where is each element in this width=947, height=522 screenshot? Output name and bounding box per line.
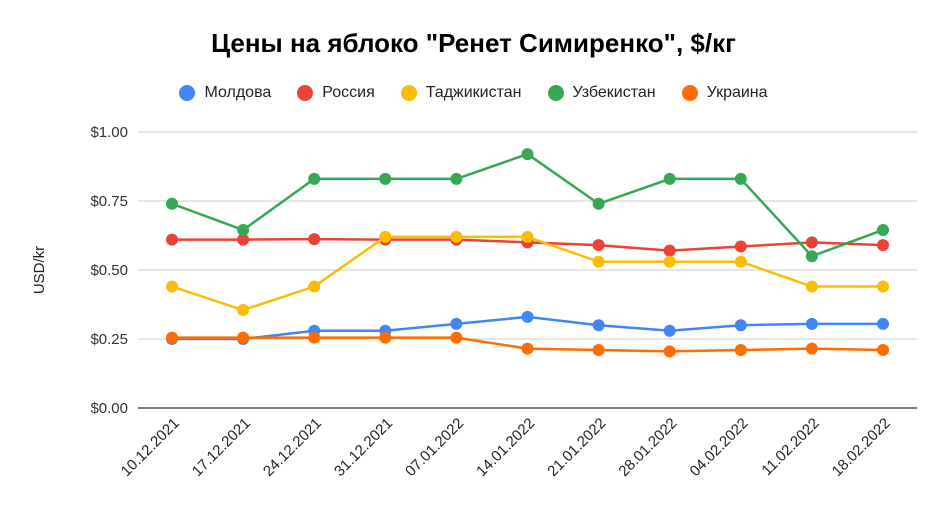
legend-swatch [681, 85, 698, 101]
data-point [237, 304, 250, 317]
legend-item: Таджикистан [400, 84, 522, 102]
legend: Молдова Россия Таджикистан Узбекистан Украин… [0, 84, 947, 102]
data-point [450, 172, 463, 185]
legend-swatch [297, 85, 314, 101]
data-point [877, 223, 889, 236]
x-tick-label: 17.12.2021 [189, 415, 254, 480]
data-point [734, 344, 747, 357]
legend-label: Узбекистан [572, 84, 656, 101]
data-point [237, 331, 250, 344]
data-point [166, 280, 178, 293]
data-point [877, 239, 889, 252]
x-tick-label: 18.02.2022 [829, 415, 894, 480]
data-point [521, 230, 534, 243]
x-tick-label: 07.01.2022 [402, 415, 467, 480]
legend-label: Россия [322, 84, 375, 101]
data-point [592, 344, 605, 357]
legend-label: Украина [706, 84, 768, 101]
data-point [237, 233, 250, 246]
y-tick-label: $0.75 [90, 193, 128, 210]
legend-label: Молдова [204, 84, 272, 101]
data-point [308, 280, 321, 293]
data-point [877, 344, 889, 357]
data-point [166, 331, 178, 344]
legend-label: Таджикистан [425, 84, 522, 101]
data-point [592, 319, 605, 332]
legend-item: Узбекистан [547, 84, 656, 102]
data-point [877, 280, 889, 293]
data-point [663, 255, 676, 268]
legend-item: Россия [297, 84, 375, 102]
y-tick-label: $0.50 [90, 262, 128, 279]
data-point [663, 172, 676, 185]
x-tick-label: 24.12.2021 [260, 415, 325, 480]
legend-swatch [179, 85, 196, 101]
data-point [308, 331, 321, 344]
data-point [805, 280, 818, 293]
data-point [592, 255, 605, 268]
legend-swatch [400, 85, 417, 101]
data-point [237, 223, 250, 236]
data-point [379, 230, 392, 243]
x-tick-label: 04.02.2022 [687, 415, 752, 480]
x-tick-label: 10.12.2021 [118, 415, 183, 480]
data-point [805, 236, 818, 249]
x-tick-label: 28.01.2022 [615, 415, 680, 480]
data-point [734, 240, 747, 253]
y-axis-label: USD/kr [31, 246, 48, 294]
data-point [877, 317, 889, 330]
data-point [308, 233, 321, 246]
y-tick-label: $0.00 [90, 400, 128, 417]
data-point [450, 317, 463, 330]
data-point [166, 233, 178, 246]
data-point [734, 172, 747, 185]
data-point [450, 230, 463, 243]
data-point [166, 197, 178, 210]
data-point [521, 342, 534, 355]
legend-item: Молдова [179, 84, 271, 102]
x-tick-label: 31.12.2021 [331, 415, 396, 480]
data-point [663, 244, 676, 257]
data-point [734, 319, 747, 332]
data-point [805, 317, 818, 330]
data-point [663, 345, 676, 358]
data-point [521, 148, 534, 161]
data-point [663, 324, 676, 337]
legend-swatch [547, 85, 564, 101]
data-point [521, 310, 534, 323]
chart-title: Цены на яблоко "Ренет Симиренко", $/кг [211, 28, 736, 58]
data-point [734, 255, 747, 268]
x-tick-label: 21.01.2022 [544, 415, 609, 480]
x-tick-label: 14.01.2022 [473, 415, 538, 480]
data-point [805, 250, 818, 263]
y-tick-label: $0.25 [90, 331, 128, 348]
y-tick-label: $1.00 [90, 124, 128, 141]
data-point [379, 331, 392, 344]
data-point [308, 172, 321, 185]
data-point [450, 331, 463, 344]
data-point [592, 197, 605, 210]
data-point [805, 342, 818, 355]
data-point [379, 172, 392, 185]
x-tick-label: 11.02.2022 [758, 415, 822, 479]
legend-item: Украина [681, 84, 768, 102]
data-point [592, 239, 605, 252]
